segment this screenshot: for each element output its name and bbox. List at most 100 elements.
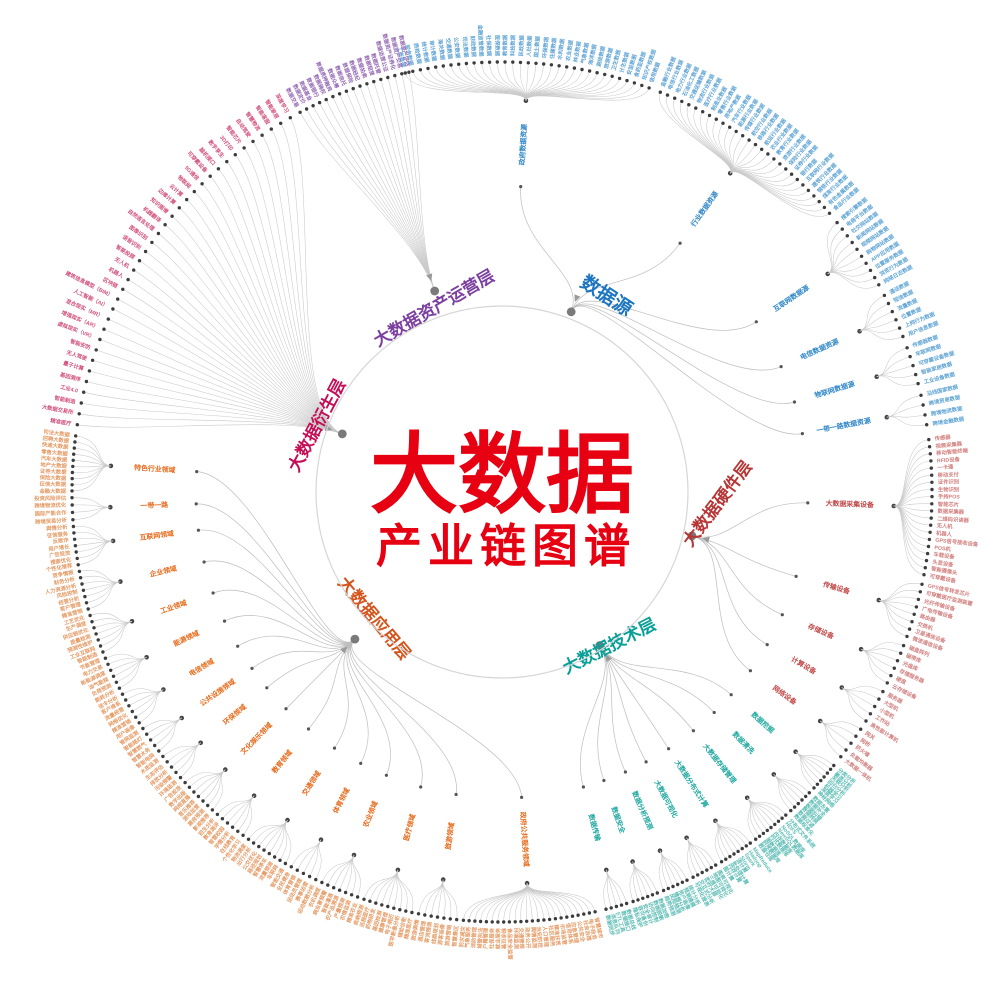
- leaf-label: 民政数据: [517, 34, 526, 56]
- leaf-label: 手持POS: [938, 492, 960, 500]
- leaf-dot: [490, 920, 494, 924]
- leaf-dot: [507, 920, 512, 924]
- leaf-dot: [920, 582, 924, 586]
- leaf-dot: [534, 61, 538, 65]
- branch-sub-link: [350, 638, 457, 795]
- leaf-dot: [400, 72, 404, 76]
- leaf-dot: [449, 63, 453, 67]
- sub-inner-dot: [623, 770, 628, 774]
- branch-sub-link: [599, 645, 732, 695]
- leaf-dot: [434, 65, 438, 69]
- leaf-link: [746, 797, 756, 840]
- leaf-dot: [930, 480, 934, 484]
- leaf-dot: [927, 445, 932, 449]
- branch-sub-link: [348, 638, 391, 776]
- leaf-dot: [619, 903, 624, 907]
- leaf-link: [878, 583, 923, 601]
- leaf-dot: [773, 822, 777, 827]
- leaf-dot: [70, 503, 74, 507]
- leaf-dot: [604, 907, 608, 911]
- leaf-link: [186, 199, 343, 435]
- leaf-dot: [392, 906, 396, 910]
- leaf-label: 户籍管理: [481, 927, 490, 949]
- leaf-link: [686, 837, 716, 866]
- leaf-dot: [905, 634, 909, 639]
- leaf-link: [201, 183, 343, 435]
- leaf-dot: [792, 805, 797, 809]
- leaf-dot: [922, 573, 926, 577]
- leaf-dot: [206, 803, 210, 808]
- leaf-link: [162, 742, 201, 757]
- center-title: 大数据: [370, 425, 634, 524]
- leaf-link: [86, 381, 343, 435]
- leaf-dot: [71, 464, 75, 469]
- leaf-link: [886, 416, 927, 426]
- sub-inner-dot: [196, 528, 200, 532]
- leaf-link: [217, 795, 255, 815]
- sub-inner-dot: [194, 502, 198, 506]
- sub-inner-dot: [332, 746, 337, 750]
- leaf-link: [198, 769, 226, 797]
- leaf-link: [820, 720, 852, 744]
- sub-branch-label: 一带一路数据资源: [816, 416, 872, 435]
- leaf-dot: [916, 381, 920, 386]
- leaf-dot: [124, 698, 128, 702]
- leaf-link: [526, 883, 562, 918]
- leaf-dot: [393, 73, 397, 78]
- leaf-link: [74, 447, 111, 467]
- leaf-dot: [435, 915, 440, 919]
- leaf-dot: [914, 372, 918, 377]
- leaf-dot: [101, 650, 105, 654]
- leaf-link: [248, 819, 288, 840]
- sub-inner-dot: [211, 591, 215, 595]
- leaf-link: [145, 251, 343, 435]
- leaf-label: 城管执法: [475, 927, 484, 949]
- leaf-dot: [76, 563, 80, 567]
- leaf-dot: [495, 60, 499, 64]
- leaf-label: 精准医疗: [50, 416, 73, 427]
- leaf-link: [893, 505, 929, 547]
- leaf-dot: [881, 689, 885, 694]
- sub-branch-label: 文化娱乐领域: [238, 720, 274, 756]
- leaf-dot: [519, 919, 523, 924]
- leaf-dot: [929, 523, 933, 527]
- leaf-link: [820, 720, 847, 751]
- leaf-link: [715, 820, 739, 852]
- leaf-dot: [73, 440, 77, 444]
- leaf-dot: [233, 153, 237, 157]
- leaf-label: 医保数据: [494, 35, 502, 57]
- leaf-dot: [916, 597, 921, 602]
- leaf-dot: [278, 858, 282, 862]
- leaf-dot: [117, 686, 122, 690]
- leaf-dot: [658, 90, 662, 94]
- leaf-dot: [929, 466, 933, 470]
- branch-sub-link: [570, 242, 681, 312]
- leaf-dot: [90, 358, 95, 362]
- leaf-dot: [398, 908, 402, 912]
- sub-branch-label: 企业领域: [148, 564, 178, 579]
- leaf-label: 司法大数据: [43, 427, 71, 438]
- leaf-dot: [386, 904, 390, 909]
- leaf-dot: [441, 64, 445, 68]
- leaf-link: [103, 328, 343, 435]
- leaf-link: [327, 854, 355, 886]
- leaf-dot: [426, 66, 430, 71]
- leaf-dot: [165, 760, 169, 764]
- leaf-dot: [859, 254, 864, 258]
- leaf-dot: [220, 817, 225, 821]
- leaf-dot: [873, 704, 877, 709]
- leaf-label: 教育数据: [501, 34, 509, 56]
- branch-sub-link: [570, 303, 782, 371]
- leaf-label: 工业4.0: [60, 383, 79, 395]
- leaf-dot: [676, 882, 680, 887]
- leaf-dot: [157, 749, 161, 753]
- leaf-dot: [923, 413, 927, 417]
- leaf-dot: [714, 117, 718, 121]
- leaf-label: 国际产能合作: [35, 508, 68, 518]
- leaf-link: [164, 224, 343, 435]
- leaf-link: [820, 720, 841, 757]
- leaf-label: 智能芯片: [938, 500, 959, 509]
- leaf-link: [79, 413, 343, 435]
- leaf-link: [116, 657, 147, 683]
- leaf-dot: [839, 755, 843, 759]
